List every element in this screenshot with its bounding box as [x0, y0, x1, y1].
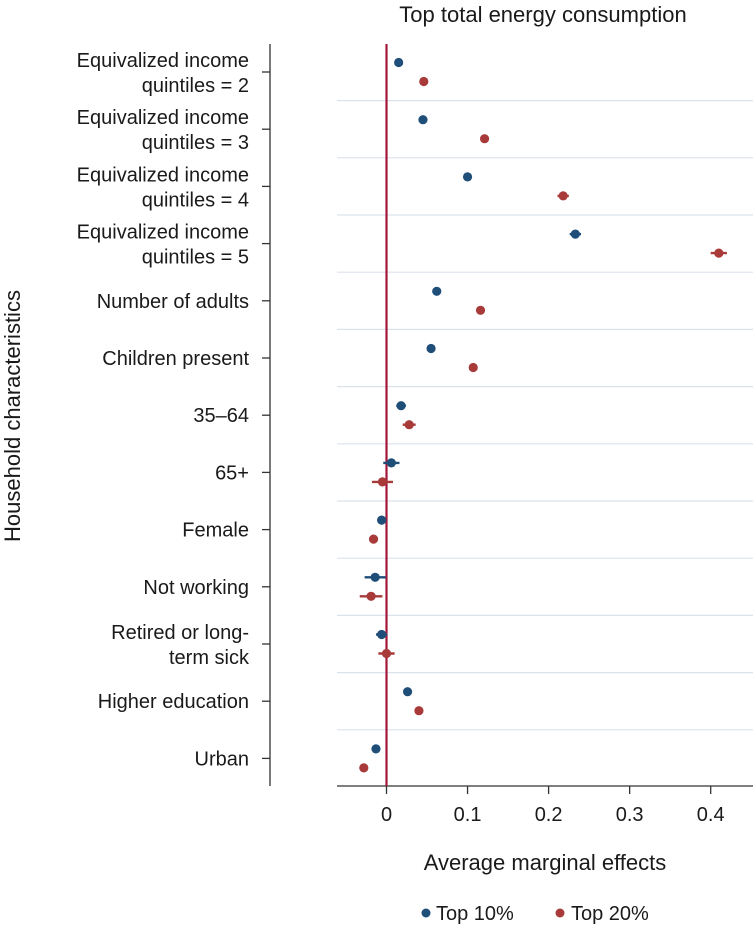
y-tick-label: quintiles = 4 — [142, 189, 249, 211]
y-tick-label: Urban — [195, 748, 249, 770]
x-ticks: 0 0.1 0.2 0.3 0.4 — [381, 786, 725, 826]
legend-marker-top20 — [555, 908, 565, 918]
y-tick-label: Equivalized income — [77, 107, 249, 129]
y-tick-label: Not working — [143, 577, 249, 599]
data-point-top10 — [371, 744, 381, 754]
y-tick-label: 65+ — [215, 462, 249, 484]
legend: Top 10% Top 20% — [421, 903, 649, 925]
data-point-top20 — [366, 591, 376, 601]
data-point-top20 — [377, 477, 388, 487]
y-axis-label: Household characteristics — [0, 290, 25, 542]
data-point-top10 — [386, 458, 396, 468]
data-point-top10 — [396, 401, 406, 411]
chart-title: Top total energy consumption — [399, 2, 686, 27]
y-tick-label: Higher education — [98, 691, 249, 713]
data-point-top10 — [377, 629, 387, 640]
data-point-top10 — [402, 687, 413, 697]
x-axis-label: Average marginal effects — [424, 850, 667, 875]
data-point-top10 — [462, 172, 473, 182]
y-tick-label: 35–64 — [193, 405, 249, 427]
data-marks — [359, 57, 727, 773]
y-tick-label: Equivalized income — [77, 222, 249, 244]
y-tick-label: Retired or long- — [111, 622, 249, 644]
data-point-top10 — [418, 115, 428, 125]
data-point-top20 — [479, 134, 490, 144]
gridlines — [337, 99, 753, 731]
legend-marker-top10 — [421, 908, 431, 918]
y-tick-label: quintiles = 2 — [142, 75, 249, 97]
legend-label-top20: Top 20% — [571, 903, 649, 925]
x-tick-label: 0 — [381, 804, 392, 826]
data-point-top10 — [570, 229, 580, 239]
legend-label-top10: Top 10% — [436, 903, 514, 925]
y-tick-label: Equivalized income — [77, 50, 249, 72]
x-tick-label: 0.1 — [454, 804, 482, 826]
data-point-top10 — [377, 515, 387, 525]
data-point-top10 — [394, 57, 404, 68]
y-tick-label: term sick — [169, 647, 250, 669]
data-point-top20 — [475, 305, 486, 315]
data-point-top20 — [359, 763, 369, 773]
y-tick-label: Equivalized income — [77, 164, 249, 186]
data-point-top20 — [468, 362, 478, 373]
data-point-top20 — [558, 191, 568, 201]
data-point-top20 — [714, 248, 724, 258]
y-tick-label: Female — [182, 520, 249, 542]
x-tick-label: 0.3 — [616, 804, 644, 826]
x-tick-label: 0.2 — [535, 804, 563, 826]
data-point-top10 — [432, 286, 442, 296]
data-point-top20 — [404, 420, 414, 430]
y-tick-label: quintiles = 5 — [142, 247, 249, 269]
y-tick-label: quintiles = 3 — [142, 132, 249, 154]
data-point-top20 — [414, 706, 424, 716]
data-point-top20 — [368, 534, 379, 544]
y-ticks: Equivalized income quintiles = 2 Equivaliz… — [77, 50, 270, 770]
data-point-top10 — [426, 343, 436, 354]
x-tick-label: 0.4 — [697, 804, 725, 826]
data-point-top10 — [370, 572, 380, 582]
y-tick-label: Number of adults — [97, 291, 249, 313]
y-tick-label: Children present — [102, 348, 249, 370]
data-point-top20 — [419, 76, 429, 87]
data-point-top20 — [381, 648, 392, 659]
